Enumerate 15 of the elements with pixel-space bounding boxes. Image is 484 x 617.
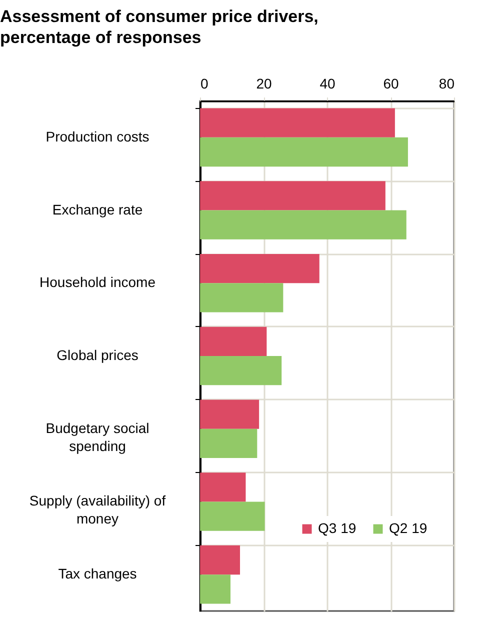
y-tick-label: Household income <box>40 274 156 290</box>
y-tick-label: Exchange rate <box>52 201 143 218</box>
x-tick-label: 80 <box>438 76 455 92</box>
y-tick-label: Tax changes <box>58 566 137 582</box>
y-tick-label: Global prices <box>56 347 138 363</box>
legend-label: Q2 19 <box>389 520 428 536</box>
y-tick-label: Budgetary social spending <box>46 420 150 454</box>
chart-title: Assessment of consumer price drivers, percentage of responses <box>0 7 318 47</box>
legend-label: Q3 19 <box>318 520 356 536</box>
x-tick-label: 40 <box>320 76 336 92</box>
y-tick-label: Supply (availability) of money <box>29 492 166 527</box>
x-tick-label: 20 <box>256 76 272 92</box>
y-tick-label: Production costs <box>46 128 150 144</box>
x-tick-label: 60 <box>383 76 399 92</box>
x-tick-label: 0 <box>200 76 208 92</box>
